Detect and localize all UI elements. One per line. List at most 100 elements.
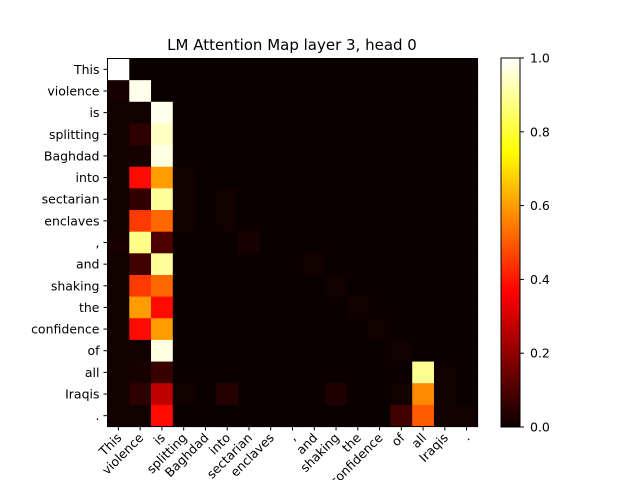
heatmap-cell [412, 361, 435, 384]
heatmap-cell [194, 296, 217, 319]
heatmap-cell [303, 123, 326, 146]
heatmap-cell [129, 404, 152, 428]
heatmap-cell [303, 339, 326, 363]
heatmap-cell [107, 296, 130, 319]
heatmap-cell [325, 210, 348, 233]
heatmap-cell [281, 123, 304, 146]
heatmap-cell [129, 80, 152, 103]
heatmap-cell [455, 58, 479, 81]
heatmap-cell [259, 404, 283, 428]
heatmap-cell [412, 58, 435, 81]
y-tick-label: and [76, 257, 100, 272]
heatmap-cell [216, 318, 239, 341]
heatmap-cell [194, 101, 217, 125]
heatmap-cell [194, 80, 217, 103]
heatmap-cell [129, 231, 152, 254]
heatmap-cell [259, 80, 283, 103]
heatmap-cell [194, 123, 217, 146]
heatmap-cell [151, 361, 174, 384]
heatmap-cell [368, 123, 392, 146]
heatmap-cell [259, 101, 283, 125]
heatmap-cell [368, 80, 392, 103]
heatmap-cell [107, 123, 130, 146]
heatmap-cell [433, 145, 457, 168]
heatmap-cell [107, 145, 130, 168]
heatmap-cell [325, 101, 348, 125]
heatmap-cell [455, 101, 479, 125]
heatmap-cell [151, 166, 174, 189]
heatmap-cell [368, 145, 392, 168]
heatmap-cell [325, 296, 348, 319]
heatmap-cell [238, 361, 261, 384]
heatmap-cell [390, 339, 413, 363]
heatmap-cell [259, 253, 283, 276]
heatmap-cell [129, 253, 152, 276]
heatmap-cell [412, 123, 435, 146]
heatmap-cell [455, 123, 479, 146]
heatmap-cell [368, 296, 392, 319]
heatmap-cell [216, 145, 239, 168]
colorbar-tick-label: 0.2 [530, 346, 550, 361]
colorbar-tick-label: 0.8 [530, 124, 550, 139]
heatmap-cell [303, 383, 326, 406]
heatmap-cell [238, 318, 261, 341]
heatmap-cell [412, 231, 435, 254]
y-tick-label: all [85, 365, 100, 380]
heatmap-cell [107, 404, 130, 428]
heatmap-cell [151, 210, 174, 233]
heatmap-cell [107, 383, 130, 406]
heatmap-cell [172, 404, 196, 428]
heatmap-cell [303, 80, 326, 103]
heatmap-cell [194, 58, 217, 81]
heatmap-cell [172, 253, 196, 276]
y-tick-label: Baghdad [44, 148, 100, 163]
heatmap-cell [412, 166, 435, 189]
heatmap-cell [151, 383, 174, 406]
heatmap-cell [346, 339, 370, 363]
colorbar-tick-label: 0.0 [530, 420, 550, 435]
heatmap-cell [238, 253, 261, 276]
heatmap-cell [390, 404, 413, 428]
heatmap-cell [129, 145, 152, 168]
heatmap-cells [107, 58, 479, 428]
y-tick-label: violence [47, 83, 99, 98]
heatmap-cell [303, 274, 326, 298]
heatmap-cell [259, 123, 283, 146]
heatmap-cell [368, 166, 392, 189]
chart-title: LM Attention Map layer 3, head 0 [167, 36, 417, 54]
heatmap-cell [216, 101, 239, 125]
heatmap-cell [281, 383, 304, 406]
heatmap-cell [151, 123, 174, 146]
heatmap-cell [281, 80, 304, 103]
heatmap-cell [433, 253, 457, 276]
heatmap-cell [259, 58, 283, 81]
heatmap-cell [325, 274, 348, 298]
heatmap-cell [129, 274, 152, 298]
heatmap-cell [346, 80, 370, 103]
heatmap-cell [194, 145, 217, 168]
heatmap-cell [172, 123, 196, 146]
heatmap-cell [455, 339, 479, 363]
heatmap-cell [346, 404, 370, 428]
heatmap-cell [433, 339, 457, 363]
heatmap-cell [433, 188, 457, 211]
heatmap-cell [346, 253, 370, 276]
heatmap-cell [346, 145, 370, 168]
heatmap-cell [216, 80, 239, 103]
y-tick-label: into [76, 170, 100, 185]
heatmap-cell [129, 58, 152, 81]
heatmap-cell [390, 188, 413, 211]
heatmap-cell [151, 58, 174, 81]
heatmap-cell [390, 58, 413, 81]
heatmap-cell [390, 80, 413, 103]
heatmap-cell [151, 274, 174, 298]
heatmap-cell [172, 80, 196, 103]
heatmap-cell [151, 404, 174, 428]
heatmap-cell [107, 231, 130, 254]
heatmap-cell [412, 101, 435, 125]
heatmap-cell [281, 101, 304, 125]
heatmap-cell [129, 383, 152, 406]
heatmap-cell [455, 231, 479, 254]
